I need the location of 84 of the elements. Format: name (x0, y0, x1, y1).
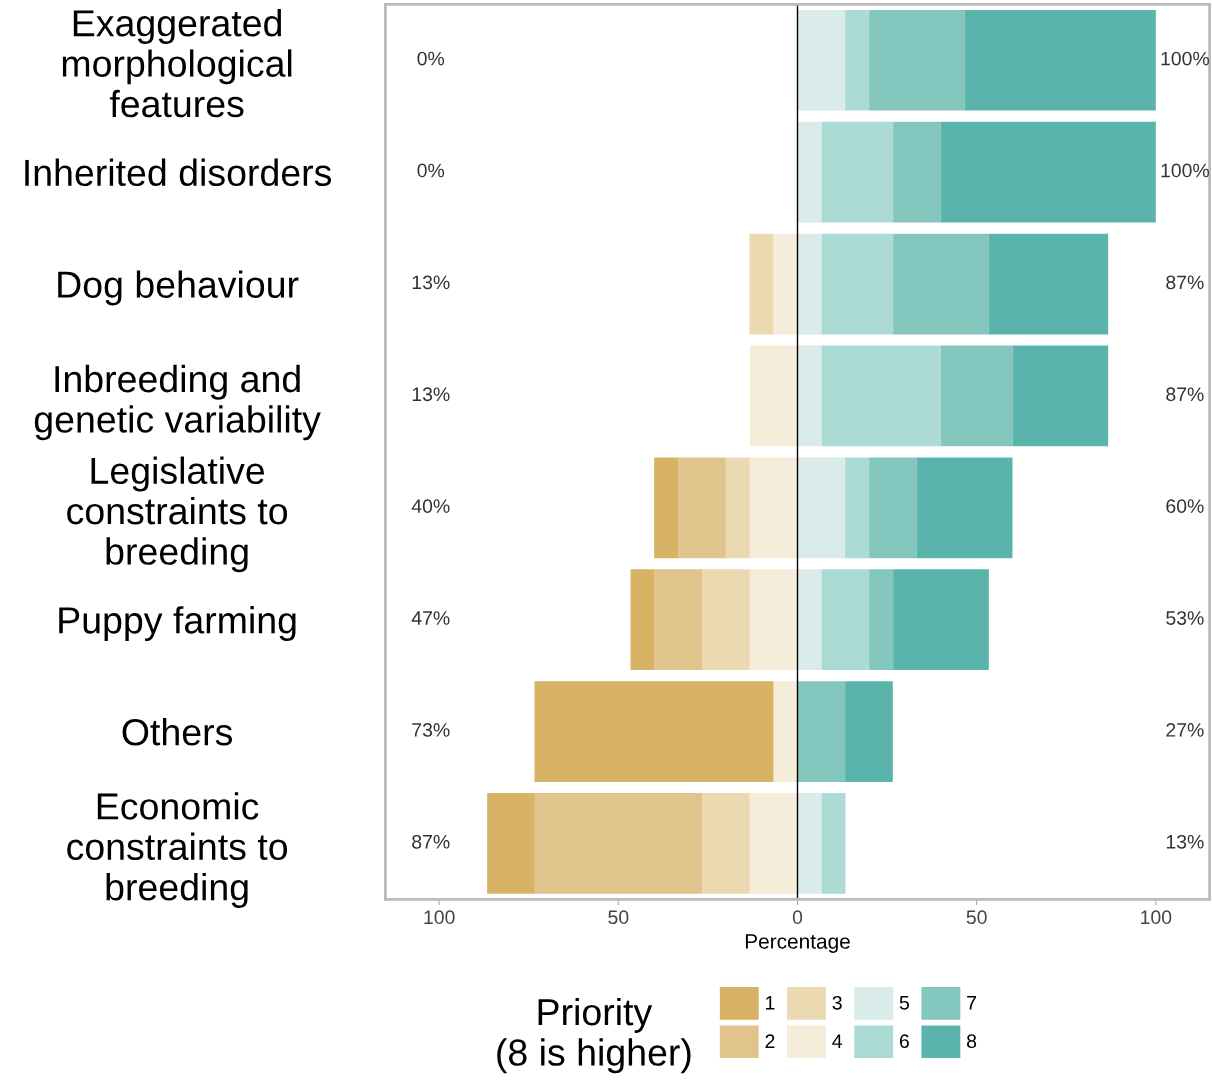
x-tick-label: 0 (792, 910, 803, 925)
bar (749, 345, 798, 447)
bar (821, 233, 894, 335)
bar (702, 793, 750, 894)
bar (940, 345, 1013, 447)
bar (797, 457, 846, 559)
bar (534, 681, 774, 782)
x-tick-label: 50 (966, 910, 987, 925)
y-tick-label: Others (122, 717, 232, 746)
bar (487, 793, 535, 894)
bar (916, 457, 1013, 559)
bar (845, 681, 893, 782)
bar (749, 233, 774, 335)
bar (893, 569, 989, 671)
legend-title: Priority (8 is higher) (497, 997, 691, 1074)
bar (678, 457, 726, 559)
annotation: 60% (1166, 499, 1204, 514)
bar (654, 569, 703, 671)
bar (749, 793, 798, 894)
y-tick-label: Legislative constraints to breeding (67, 456, 288, 573)
bar (725, 457, 750, 559)
bar (893, 121, 941, 223)
y-tick-label: Inbreeding and genetic variability (34, 364, 321, 441)
bar (534, 793, 703, 894)
legend-label: 1 (766, 996, 775, 1010)
annotation: 73% (412, 723, 450, 737)
bar (893, 233, 989, 335)
legend-label: 8 (967, 1034, 977, 1049)
annotation: 0% (417, 163, 445, 178)
annotation: 13% (412, 275, 450, 290)
annotation: 100% (1161, 163, 1210, 178)
bar (797, 569, 822, 671)
x-tick-label: 100 (424, 910, 455, 925)
legend-label: 5 (899, 996, 909, 1010)
x-tick-label: 50 (608, 910, 629, 925)
bar (821, 569, 870, 671)
bar (630, 569, 655, 671)
bar (773, 233, 798, 335)
bar (797, 9, 846, 111)
bar (797, 793, 822, 894)
x-tick-label: 100 (1141, 910, 1172, 925)
y-tick-label: Economic constraints to breeding (67, 792, 288, 908)
annotation: 47% (411, 611, 450, 625)
annotation: 40% (411, 499, 450, 514)
bar (869, 9, 965, 111)
bar (749, 457, 798, 559)
bar (702, 569, 750, 671)
bar (940, 121, 1156, 223)
bar (964, 9, 1156, 111)
annotation: 53% (1166, 611, 1204, 625)
y-tick-label: Dog behaviour (58, 270, 299, 306)
bar (845, 457, 870, 559)
bar (797, 345, 822, 447)
annotation: 87% (412, 834, 450, 849)
bar (797, 681, 846, 782)
legend-label: 4 (832, 1034, 842, 1048)
bar (821, 121, 894, 223)
x-axis-title: Percentage (745, 934, 850, 953)
legend-label: 3 (832, 995, 842, 1010)
bar (845, 9, 870, 111)
bar (869, 569, 894, 671)
legend-label: 7 (967, 996, 976, 1010)
annotation: 27% (1166, 723, 1204, 737)
legend-label: 6 (899, 1034, 909, 1049)
bar (1012, 345, 1109, 447)
bar (654, 457, 679, 559)
bar (988, 233, 1109, 335)
annotation: 13% (412, 387, 450, 402)
y-tick-label: Inherited disorders (25, 158, 332, 187)
bar (749, 569, 798, 671)
bar (821, 793, 846, 894)
y-tick-label: Puppy farming (59, 606, 296, 642)
bar (869, 457, 917, 559)
bar (797, 121, 822, 223)
bar (773, 681, 798, 782)
annotation: 87% (1166, 275, 1204, 290)
bar (797, 233, 822, 335)
annotation: 87% (1166, 387, 1204, 402)
y-tick-label: Exaggerated morphological features (62, 9, 292, 118)
bar (821, 345, 941, 447)
annotation: 0% (417, 51, 445, 66)
annotation: 13% (1166, 834, 1204, 849)
annotation: 100% (1161, 51, 1210, 66)
legend-label: 2 (765, 1034, 775, 1048)
